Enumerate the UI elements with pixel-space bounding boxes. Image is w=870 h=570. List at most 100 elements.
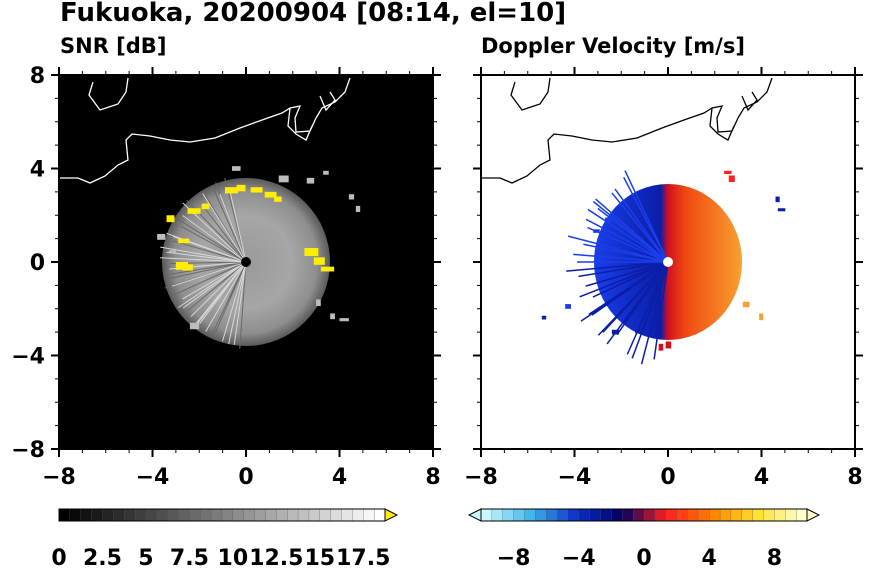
velocity-colorbar-cell <box>480 508 493 522</box>
velocity-speckle-cell <box>728 175 735 183</box>
snr-ray <box>166 251 247 263</box>
velocity-colorbar-cell <box>513 508 525 522</box>
snr-colorbar-cell <box>91 508 103 522</box>
velocity-colorbar-extend-max <box>806 508 821 522</box>
velocity-speckle-cell <box>665 341 672 349</box>
snr-colorbar-cell <box>156 508 169 522</box>
snr-speckle-cell <box>355 205 361 212</box>
velocity-colorbar-cell <box>567 508 580 522</box>
snr-ray <box>190 261 247 317</box>
snr-high-cell <box>166 215 175 223</box>
snr-colorbar-cell <box>254 508 266 522</box>
velocity-colorbar-cell <box>676 508 688 522</box>
snr-colorbar-cell <box>167 508 179 522</box>
velocity-colorbar-cell <box>524 508 536 522</box>
velocity-ray <box>592 261 669 298</box>
snr-colorbar-extend-max <box>384 508 399 522</box>
snr-speckle-cell <box>330 313 335 320</box>
snr-colorbar-cell <box>124 508 136 522</box>
snr-colorbar-cell <box>221 508 234 522</box>
velocity-ray <box>585 261 669 287</box>
snr-ray <box>182 261 247 300</box>
snr-colorbar-cell <box>189 508 201 522</box>
snr-colorbar-cell <box>58 508 71 522</box>
velocity-ray <box>587 208 669 263</box>
velocity-field <box>541 170 786 365</box>
velocity-ray <box>631 261 669 359</box>
snr-colorbar-cell <box>287 508 299 522</box>
snr-colorbar-cell <box>243 508 256 522</box>
snr-ray <box>192 261 247 328</box>
velocity-panel-title: Doppler Velocity [m/s] <box>481 34 745 58</box>
velocity-colorbar-tick-label: −4 <box>562 546 596 570</box>
velocity-xtick-label: −8 <box>464 465 498 490</box>
snr-ray <box>171 261 247 287</box>
snr-colorbar-tick-label: 12.5 <box>249 546 303 570</box>
velocity-coastline <box>481 77 773 184</box>
velocity-colorbar-cell <box>535 508 547 522</box>
snr-speckle <box>157 166 361 330</box>
velocity-colorbar-cell <box>709 508 721 522</box>
snr-colorbar-cell <box>373 508 386 522</box>
snr-colorbar-cell <box>178 508 190 522</box>
snr-speckle-cell <box>323 170 329 175</box>
velocity-ray <box>588 261 669 315</box>
snr-colorbar-cell <box>200 508 212 522</box>
snr-colorbar-cell <box>330 508 342 522</box>
snr-colorbar-cell <box>297 508 310 522</box>
snr-speckle-cell <box>316 299 321 307</box>
snr-ray <box>178 219 247 263</box>
snr-colorbar-cell <box>265 508 277 522</box>
snr-ray <box>177 261 247 309</box>
velocity-speckle-cell <box>775 196 780 203</box>
velocity-ray <box>566 261 669 272</box>
velocity-colorbar-cell <box>785 508 797 522</box>
snr-ray <box>200 202 247 263</box>
snr-high-cell <box>175 262 189 270</box>
velocity-ray <box>578 261 669 278</box>
snr-high-cell <box>304 247 319 256</box>
velocity-ray <box>597 261 669 336</box>
velocity-ray <box>585 218 669 263</box>
velocity-ray <box>567 235 669 263</box>
velocity-colorbar-tick-label: 4 <box>702 546 717 570</box>
velocity-colorbar-cell <box>502 508 515 522</box>
velocity-speckle-cell <box>635 329 641 334</box>
snr-speckle-cell <box>339 318 349 322</box>
velocity-speckle-cell <box>759 313 764 321</box>
snr-high-cell <box>264 191 277 198</box>
velocity-colorbar-cell <box>774 508 786 522</box>
velocity-speckle-cell <box>724 170 732 174</box>
snr-high-cell <box>250 187 263 193</box>
snr-ray <box>173 261 247 296</box>
velocity-colorbar-cell <box>643 508 656 522</box>
snr-colorbar-cell <box>134 508 147 522</box>
snr-colorbar-tick-label: 10 <box>218 546 249 570</box>
velocity-radar-site-marker <box>663 257 673 267</box>
velocity-colorbar-extend-min <box>467 508 482 522</box>
velocity-colorbar-cell <box>654 508 667 522</box>
velocity-colorbar-cell <box>719 508 732 522</box>
snr-speckle-cell <box>189 322 200 330</box>
snr-ray <box>211 184 247 263</box>
velocity-colorbar-cell <box>589 508 601 522</box>
snr-colorbar-cell <box>69 508 82 522</box>
snr-xtick-label: −8 <box>42 465 76 490</box>
snr-colorbar-cell <box>113 508 125 522</box>
snr-colorbar-cell <box>363 508 375 522</box>
velocity-colorbar-cell <box>491 508 504 522</box>
snr-high-cell <box>236 184 246 192</box>
velocity-ray <box>624 170 669 263</box>
snr-high-cell <box>274 196 282 202</box>
snr-colorbar-tick-label: 2.5 <box>83 546 122 570</box>
snr-ray <box>160 246 247 263</box>
velocity-colorbar-cell <box>578 508 591 522</box>
velocity-ray <box>579 261 669 298</box>
velocity-xtick-label: −4 <box>558 465 592 490</box>
velocity-colorbar-cell <box>730 508 743 522</box>
snr-ray <box>160 257 247 263</box>
snr-ray <box>221 261 247 342</box>
snr-colorbar-cell <box>80 508 93 522</box>
velocity-colorbar-cell <box>632 508 645 522</box>
